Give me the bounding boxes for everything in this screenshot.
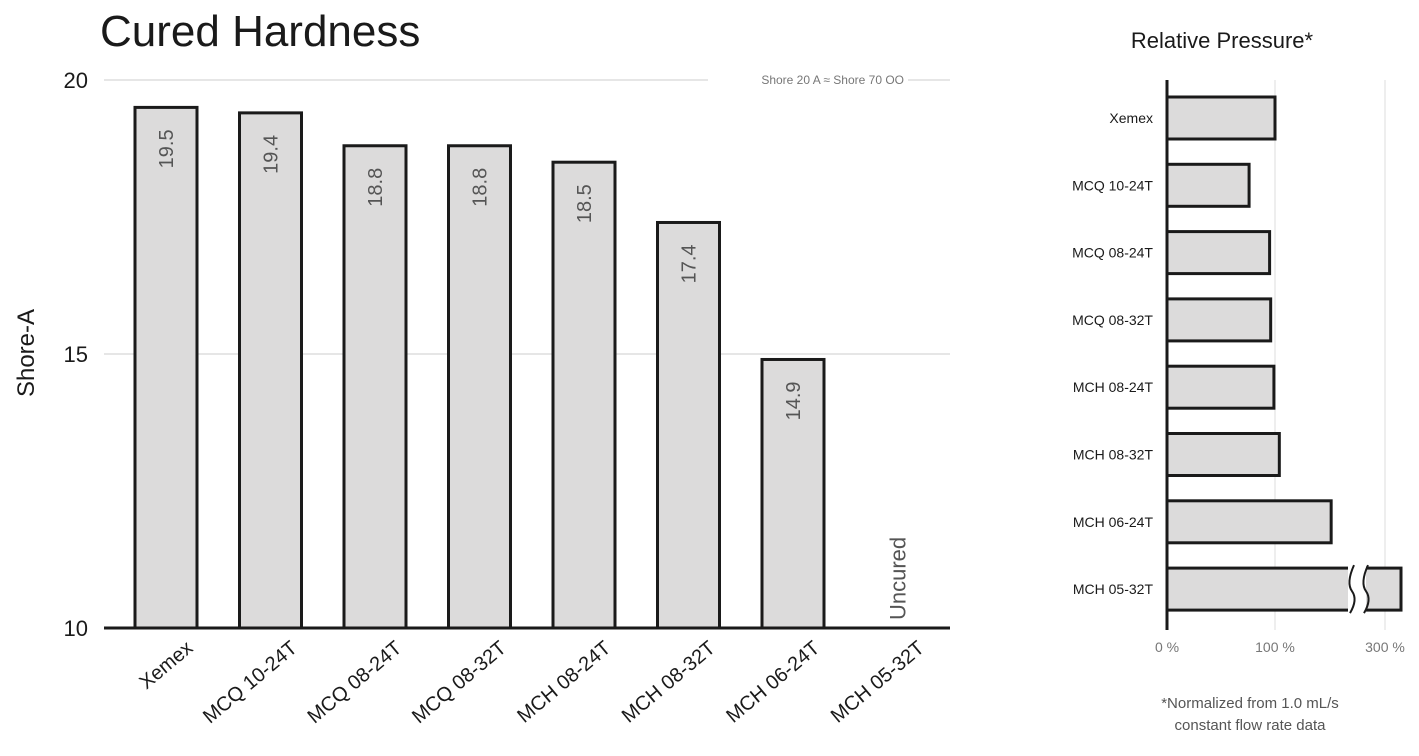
value-label: 14.9 [783, 381, 805, 420]
right-category-label: MCH 06-24T [1073, 514, 1154, 530]
x-category-label: MCH 08-24T [513, 637, 615, 727]
x-category-label: Xemex [135, 637, 197, 694]
axis-break-gap [1348, 565, 1366, 614]
left-reference-note: Shore 20 A ≈ Shore 70 OO [708, 73, 908, 87]
bar [1165, 162, 1251, 208]
left-y-ticks: 10 15 20 [64, 68, 88, 641]
right-note-line-1: *Normalized from 1.0 mL/s [1161, 695, 1339, 712]
value-label: 17.4 [679, 244, 701, 283]
value-label: 19.4 [261, 135, 283, 174]
right-category-label: MCH 08-32T [1073, 447, 1154, 463]
right-x-tick: 300 % [1365, 639, 1405, 655]
axis-break-mark [1348, 564, 1356, 614]
left-y-axis-label: Shore-A [13, 309, 40, 397]
bar [342, 144, 408, 630]
left-gridlines [104, 79, 950, 355]
bar [447, 144, 512, 630]
x-category-label: MCQ 08-32T [408, 637, 511, 728]
x-category-label: MCH 06-24T [722, 637, 824, 727]
bar [1165, 499, 1333, 545]
x-category-label: MCH 08-32T [618, 637, 720, 727]
axis-break-mark [1362, 564, 1370, 614]
right-chart-title: Relative Pressure* [1131, 28, 1314, 53]
bar [760, 357, 826, 630]
right-gridlines [1274, 80, 1386, 630]
left-y-tick: 10 [64, 616, 88, 641]
right-category-label: MCH 05-32T [1073, 581, 1154, 597]
right-category-label: Xemex [1109, 110, 1153, 126]
x-category-label: MCQ 10-24T [199, 637, 302, 728]
bar [1165, 230, 1272, 276]
bar [1165, 364, 1276, 410]
bar [1165, 297, 1273, 343]
right-category-label: MCQ 10-24T [1072, 177, 1153, 193]
right-x-tick: 0 % [1155, 639, 1179, 655]
bar [656, 220, 721, 630]
x-category-label: MCQ 08-24T [304, 637, 407, 728]
right-x-ticks: 0 % 100 % 300 % [1155, 639, 1405, 655]
right-x-tick: 100 % [1255, 639, 1295, 655]
left-y-tick: 15 [64, 342, 88, 367]
value-label: 18.8 [365, 168, 387, 207]
x-category-label: MCH 05-32T [827, 637, 929, 727]
left-x-categories: Xemex MCQ 10-24T MCQ 08-24T MCQ 08-32T MCH 0… [135, 637, 928, 728]
reference-label-bg [708, 74, 908, 86]
bar [133, 105, 199, 630]
right-y-categories: Xemex MCQ 10-24T MCQ 08-24T MCQ 08-32T MCH 0… [1072, 110, 1153, 597]
right-note-line-2: constant flow rate data [1175, 717, 1327, 734]
bar [551, 160, 617, 630]
right-bars [1165, 95, 1403, 614]
reference-label: Shore 20 A ≈ Shore 70 OO [761, 73, 904, 87]
value-label: 19.5 [156, 129, 178, 168]
bar [238, 111, 303, 630]
left-bars [133, 105, 826, 630]
value-label: 18.8 [470, 168, 492, 207]
right-category-label: MCQ 08-32T [1072, 312, 1153, 328]
value-label: 18.5 [574, 184, 596, 223]
bar [1165, 95, 1277, 141]
left-chart-title: Cured Hardness [100, 7, 420, 56]
left-y-tick: 20 [64, 68, 88, 93]
bar [1165, 432, 1281, 477]
right-category-label: MCH 08-24T [1073, 379, 1154, 395]
right-category-label: MCQ 08-24T [1072, 245, 1153, 261]
left-value-labels: 19.5 19.4 18.8 18.8 18.5 17.4 14.9 Uncured [156, 129, 911, 620]
value-label-uncured: Uncured [886, 537, 911, 620]
